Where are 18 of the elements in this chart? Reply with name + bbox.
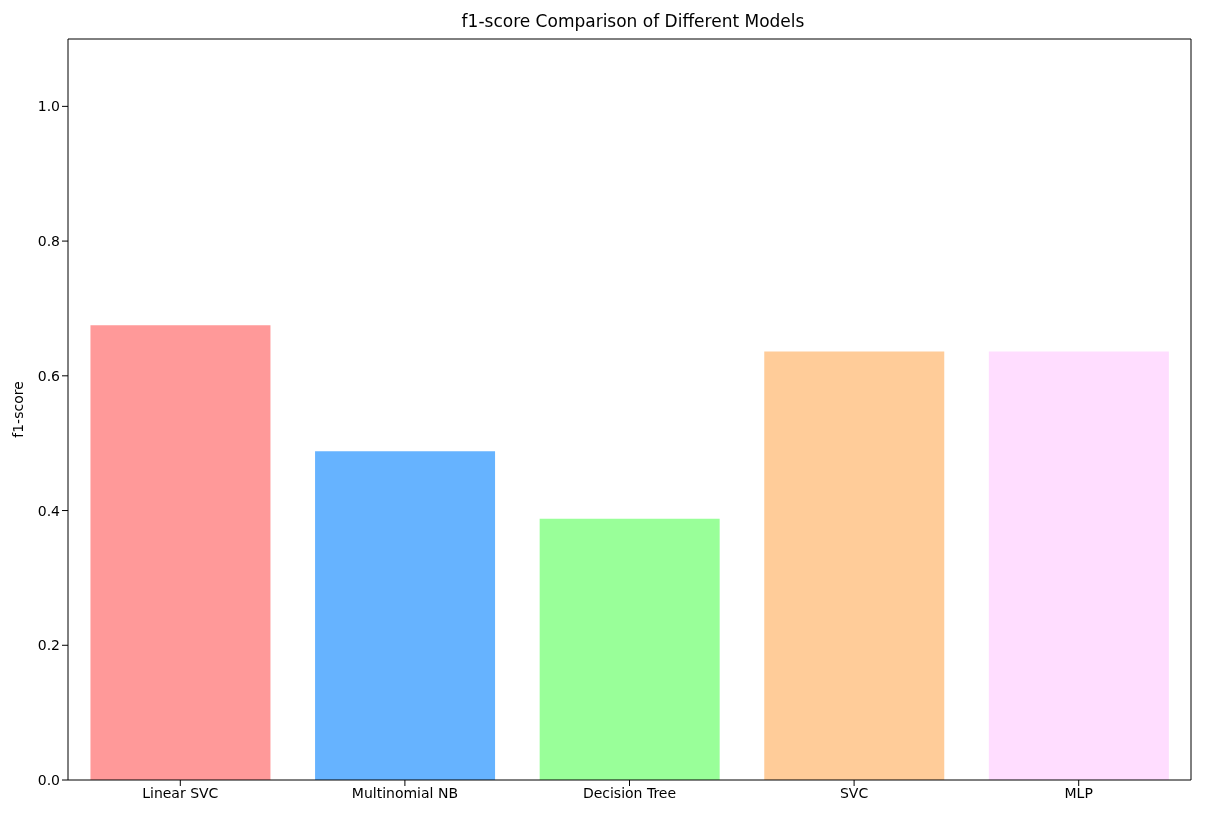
x-tick-label: Linear SVC <box>142 784 219 801</box>
bar <box>988 351 1169 780</box>
y-axis-title: f1-score <box>9 381 26 438</box>
x-tick-label: Decision Tree <box>582 784 677 801</box>
y-tick-label: 0.2 <box>37 637 60 654</box>
y-tick-label: 0.6 <box>37 367 61 384</box>
x-tick-label: MLP <box>1064 784 1093 801</box>
bar <box>539 518 720 780</box>
y-tick-label: 0.0 <box>37 771 60 788</box>
x-tick-label: SVC <box>839 784 869 801</box>
bar <box>90 325 271 780</box>
bar <box>764 351 945 780</box>
chart-title: f1-score Comparison of Different Models <box>460 10 806 33</box>
y-tick-label: 0.4 <box>37 502 61 519</box>
y-tick-label: 0.8 <box>37 233 60 250</box>
y-tick-label: 1.0 <box>37 98 60 115</box>
bar <box>315 451 496 780</box>
x-tick-label: Multinomial NB <box>351 784 458 801</box>
